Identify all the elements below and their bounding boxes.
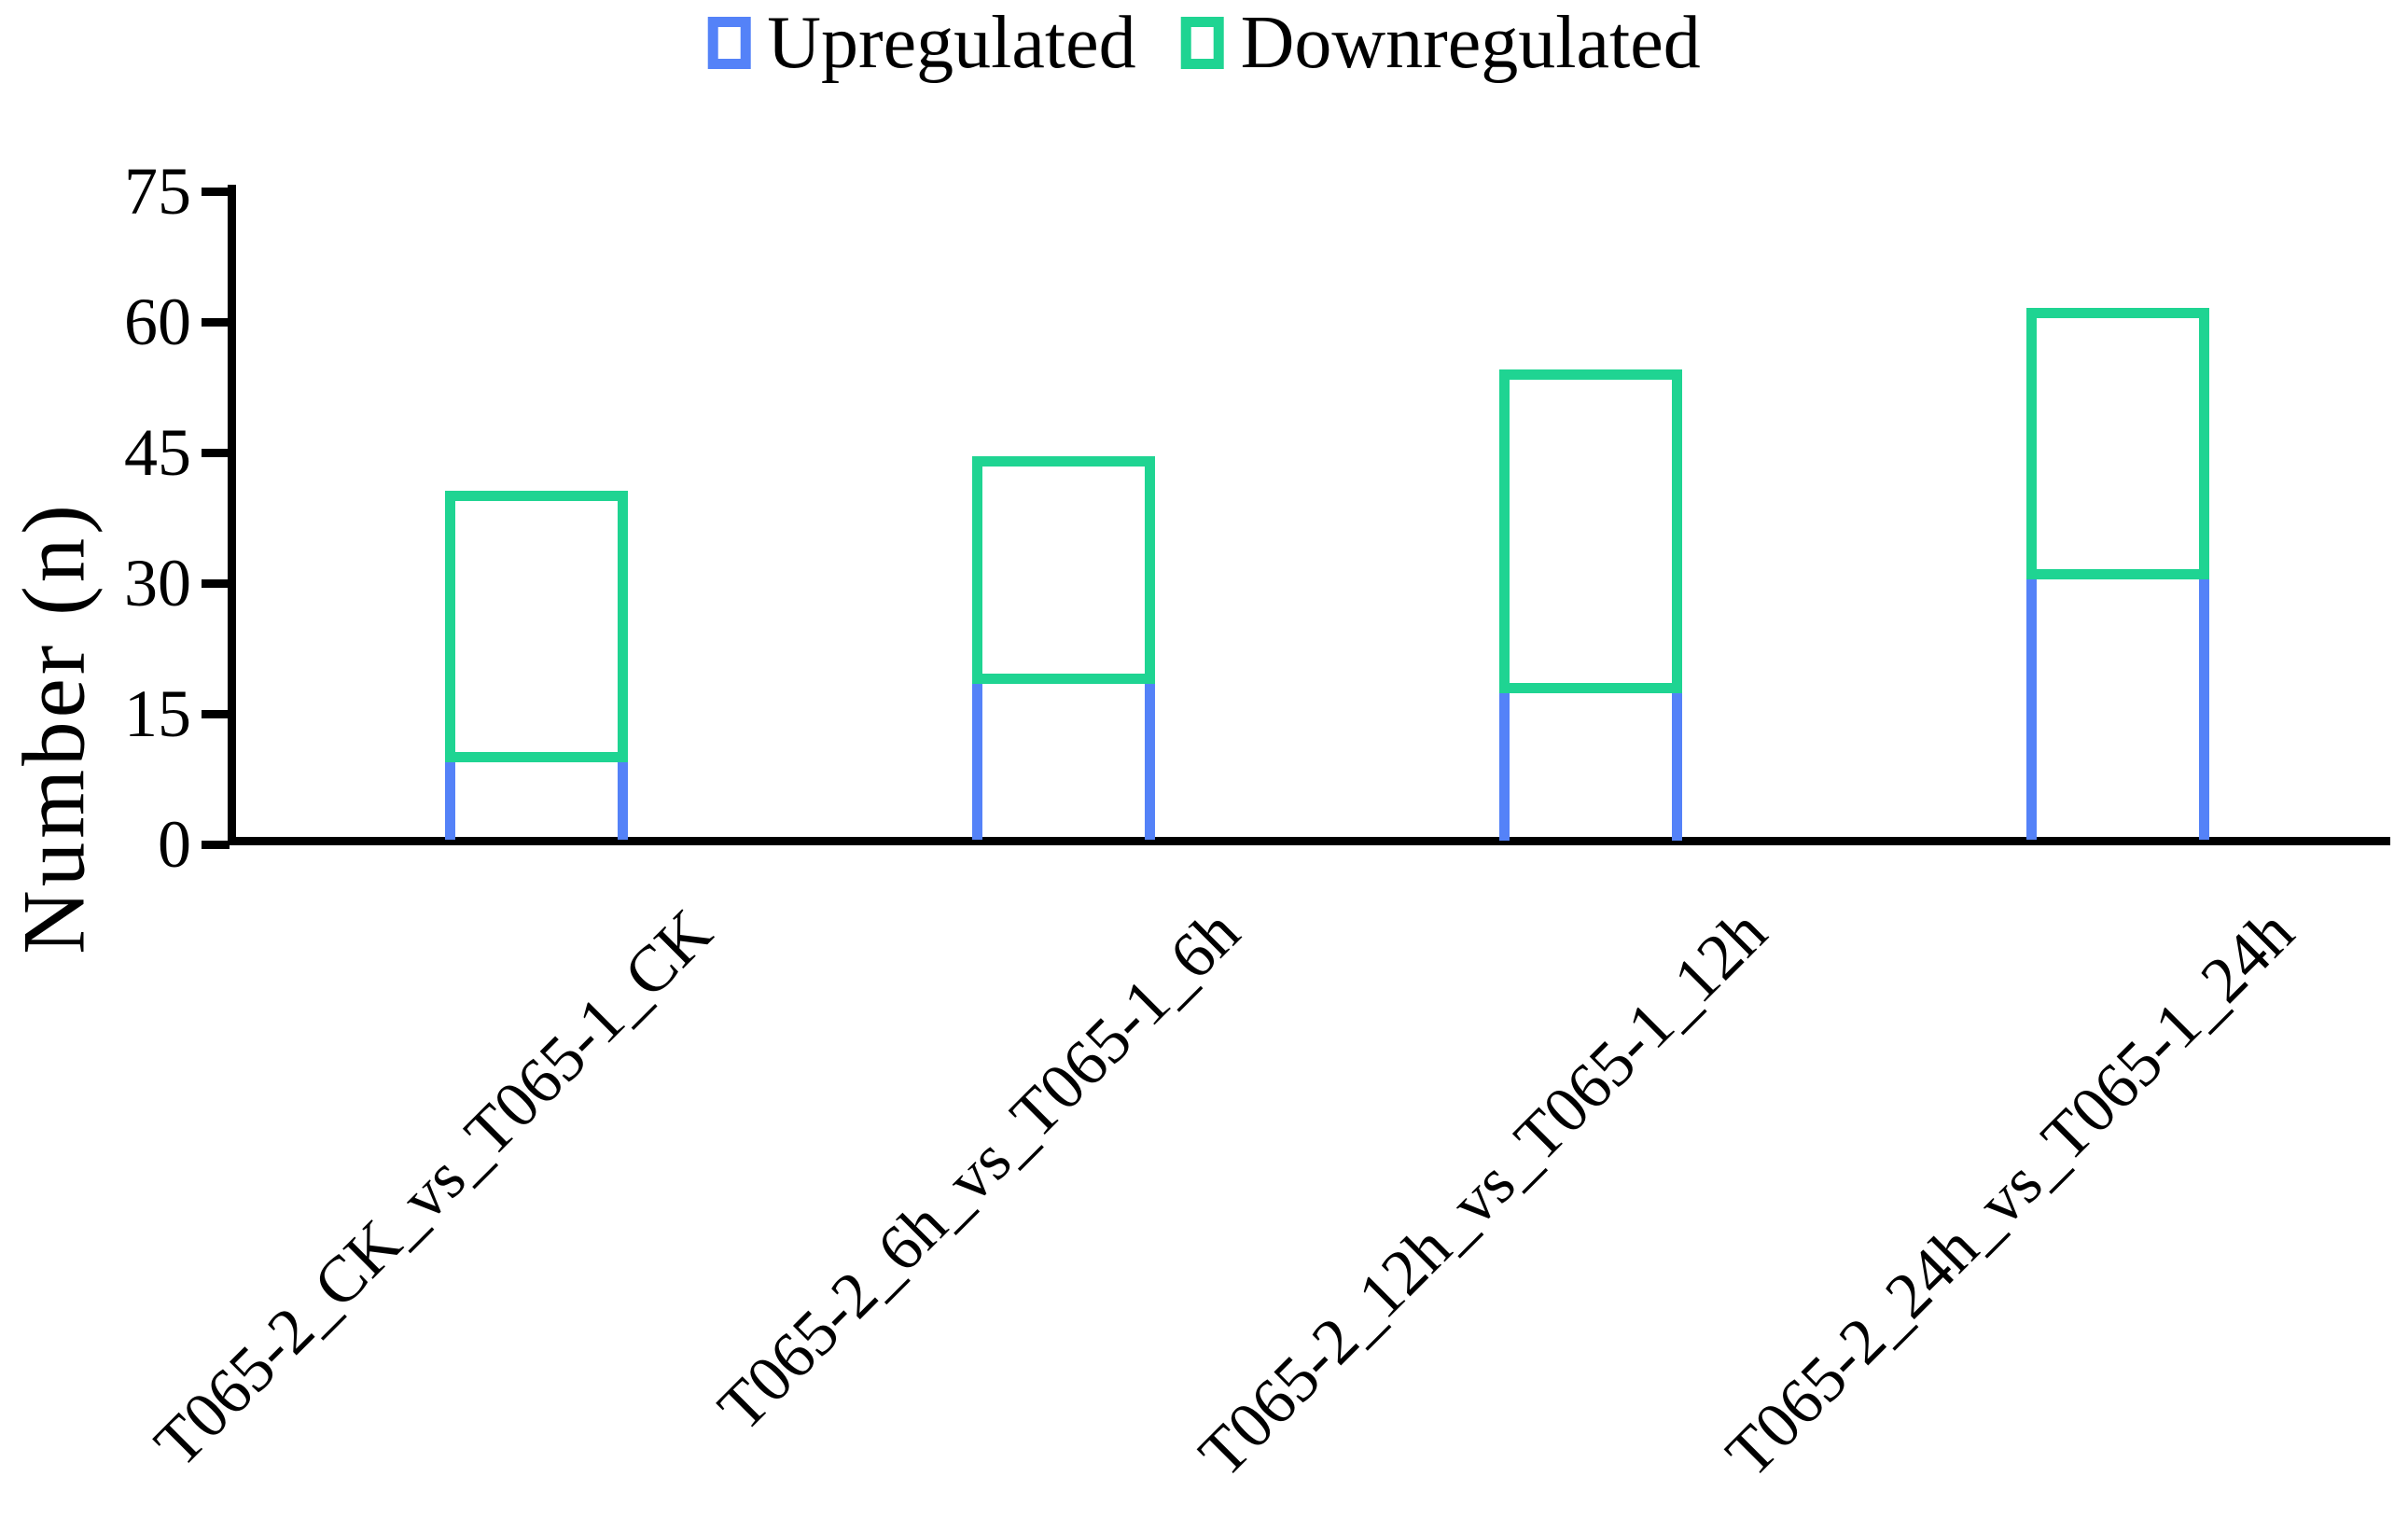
legend-item-upregulated: Upregulated — [707, 2, 1136, 84]
y-tick-mark — [202, 448, 230, 457]
legend-item-downregulated: Downregulated — [1180, 2, 1701, 84]
x-category-label: T065-2_CK_vs_T065-1_CK — [141, 896, 727, 1481]
x-category-label: T065-2_24h_vs_T065-1_24h — [1712, 896, 2308, 1491]
y-tick-mark — [202, 317, 230, 327]
y-axis-line — [228, 185, 236, 845]
y-tick-mark — [202, 840, 230, 849]
y-tick-mark — [202, 187, 230, 196]
x-axis-line — [228, 837, 2390, 845]
y-tick-label: 75 — [124, 154, 191, 229]
legend-label-downregulated: Downregulated — [1240, 2, 1701, 84]
y-tick-label: 15 — [124, 676, 191, 751]
legend-label-upregulated: Upregulated — [767, 2, 1136, 84]
y-tick-label: 45 — [124, 415, 191, 490]
y-tick-label: 30 — [124, 546, 191, 620]
downregulated-swatch-icon — [1180, 17, 1224, 69]
bar-segment-upregulated — [972, 684, 1155, 841]
y-tick-mark — [202, 578, 230, 588]
y-tick-label: 0 — [158, 807, 191, 882]
y-tick-mark — [202, 709, 230, 718]
bar-segment-downregulated — [2026, 308, 2209, 580]
bar-segment-upregulated — [445, 762, 628, 841]
bar-segment-downregulated — [445, 491, 628, 763]
upregulated-swatch-icon — [707, 17, 751, 69]
chart-legend: Upregulated Downregulated — [707, 6, 1701, 80]
y-tick-label: 60 — [124, 285, 191, 359]
bar-segment-upregulated — [2026, 579, 2209, 841]
x-category-label: T065-2_6h_vs_T065-1_6h — [704, 896, 1254, 1445]
x-category-label: T065-2_12h_vs_T065-1_12h — [1185, 896, 1781, 1491]
bar-segment-downregulated — [1499, 369, 1682, 693]
bar-segment-upregulated — [1499, 692, 1682, 841]
bar-segment-downregulated — [972, 455, 1155, 685]
